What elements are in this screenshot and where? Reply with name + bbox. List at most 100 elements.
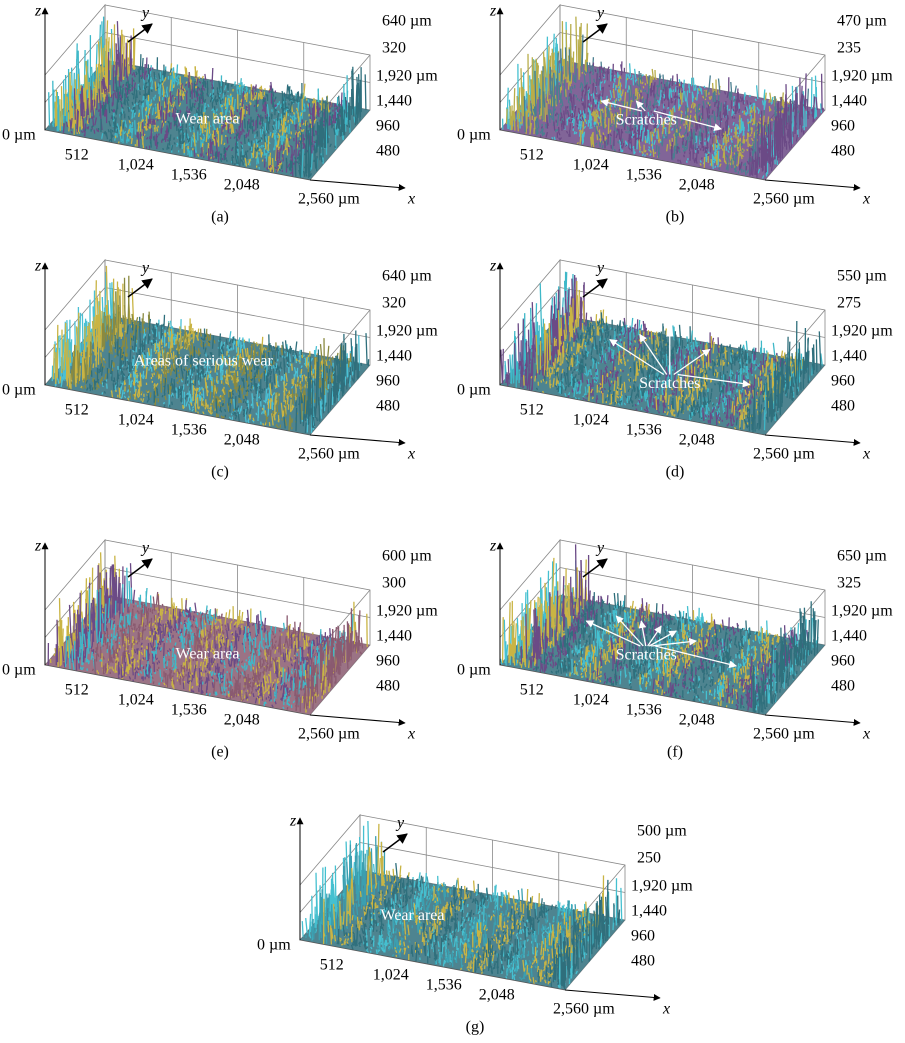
- z-tick-label: 550 µm: [837, 268, 887, 285]
- y-tick-label: 960: [376, 373, 400, 390]
- x-axis: [765, 435, 860, 443]
- z-tick-label: 235: [837, 40, 861, 57]
- x-tick-label: 512: [520, 402, 544, 419]
- x-tick-label: 0 µm: [457, 662, 491, 679]
- y-tick-label: 960: [831, 373, 855, 390]
- z-tick-label: 470 µm: [837, 13, 887, 30]
- x-tick-label: 2,560 µm: [298, 191, 360, 208]
- x-tick-label: 1,024: [118, 692, 154, 709]
- z-axis-label: z: [289, 813, 297, 830]
- z-tick-label: 325: [837, 575, 861, 592]
- z-tick-label: 275: [837, 295, 861, 312]
- y-tick-label: 1,920 µm: [376, 603, 438, 620]
- x-tick-label: 2,048: [224, 177, 260, 194]
- y-tick-label: 960: [376, 653, 400, 670]
- z-tick-label: 600 µm: [382, 548, 432, 565]
- x-axis-label: x: [862, 726, 870, 743]
- x-axis-label: x: [407, 191, 415, 208]
- y-axis-label: y: [140, 260, 150, 277]
- y-tick-label: 480: [376, 143, 400, 160]
- x-tick-label: 0 µm: [2, 127, 36, 144]
- panel-caption: (e): [211, 744, 229, 761]
- y-tick-label: 1,440: [376, 348, 412, 365]
- panel: zyx650 µm3251,920 µm1,4409604800 µm5121,…: [457, 538, 893, 761]
- y-tick-label: 1,440: [376, 93, 412, 110]
- y-tick-label: 480: [831, 678, 855, 695]
- z-tick-label: 320: [382, 295, 406, 312]
- x-tick-label: 1,536: [171, 422, 207, 439]
- x-axis-label: x: [862, 191, 870, 208]
- z-tick-label: 640 µm: [382, 268, 432, 285]
- y-tick-label: 1,920 µm: [376, 323, 438, 340]
- panel-caption: (g): [466, 1019, 485, 1036]
- annotation: Wear area: [176, 111, 240, 128]
- z-axis-label: z: [489, 538, 497, 555]
- y-tick-label: 480: [631, 953, 655, 970]
- x-tick-label: 2,560 µm: [553, 1001, 615, 1018]
- x-tick-label: 512: [520, 682, 544, 699]
- z-axis-label: z: [34, 258, 42, 275]
- x-tick-label: 2,560 µm: [753, 726, 815, 743]
- x-tick-label: 2,560 µm: [298, 726, 360, 743]
- x-tick-label: 2,048: [679, 177, 715, 194]
- x-axis: [310, 715, 405, 723]
- x-axis: [765, 715, 860, 723]
- z-tick-label: 320: [382, 40, 406, 57]
- figure: z y x 640 µm 320 1,920 µm 1,440 960 480 0 µm 512 1,…: [0, 0, 905, 1043]
- annotation: Areas of serious wear: [134, 353, 274, 370]
- z-tick-label: 640 µm: [382, 13, 432, 30]
- z-axis-label: z: [34, 3, 42, 20]
- x-tick-label: 1,536: [171, 702, 207, 719]
- panel-caption: (c): [211, 464, 229, 481]
- z-axis-label: z: [489, 3, 497, 20]
- y-axis-label: y: [140, 540, 150, 557]
- annotation: Wear area: [381, 907, 445, 924]
- x-tick-label: 0 µm: [2, 662, 36, 679]
- x-tick-label: 1,024: [373, 967, 409, 984]
- x-axis-label: x: [662, 1001, 670, 1018]
- x-tick-label: 2,048: [679, 712, 715, 729]
- y-axis-label: y: [595, 260, 605, 277]
- y-tick-label: 1,920 µm: [631, 878, 693, 895]
- y-tick-label: 1,920 µm: [831, 323, 893, 340]
- y-axis-label: y: [595, 5, 605, 22]
- x-tick-label: 0 µm: [257, 937, 291, 954]
- y-axis-label: y: [140, 5, 150, 22]
- y-tick-label: 1,440: [376, 628, 412, 645]
- x-axis: [765, 180, 860, 188]
- panel: zyx550 µm2751,920 µm1,4409604800 µm5121,…: [457, 258, 893, 481]
- x-tick-label: 1,024: [573, 412, 609, 429]
- y-tick-label: 480: [376, 398, 400, 415]
- panel-caption: (b): [666, 209, 685, 226]
- x-tick-label: 512: [520, 147, 544, 164]
- annotation: Wear area: [176, 646, 240, 663]
- y-axis-label: y: [595, 540, 605, 557]
- x-tick-label: 1,024: [118, 157, 154, 174]
- panel: zyx600 µm3001,920 µm1,4409604800 µm5121,…: [2, 538, 438, 761]
- x-tick-label: 2,560 µm: [753, 191, 815, 208]
- z-axis-label: z: [489, 258, 497, 275]
- x-axis-label: x: [862, 446, 870, 463]
- y-tick-label: 1,440: [831, 93, 867, 110]
- x-axis: [565, 990, 660, 998]
- y-tick-label: 1,440: [831, 348, 867, 365]
- x-tick-label: 512: [320, 957, 344, 974]
- y-tick-label: 1,440: [631, 903, 667, 920]
- y-tick-label: 960: [831, 653, 855, 670]
- y-axis-label: y: [395, 815, 405, 832]
- z-tick-label: 300: [382, 575, 406, 592]
- z-tick-label: 650 µm: [837, 548, 887, 565]
- x-tick-label: 512: [65, 682, 89, 699]
- x-tick-label: 1,536: [626, 167, 662, 184]
- x-tick-label: 1,536: [626, 422, 662, 439]
- x-tick-label: 2,560 µm: [298, 446, 360, 463]
- x-tick-label: 2,560 µm: [753, 446, 815, 463]
- x-axis: [310, 180, 405, 188]
- annotation: Scratches: [639, 375, 700, 392]
- x-tick-label: 2,048: [479, 987, 515, 1004]
- x-tick-label: 1,024: [573, 692, 609, 709]
- y-tick-label: 1,440: [831, 628, 867, 645]
- x-axis: [310, 435, 405, 443]
